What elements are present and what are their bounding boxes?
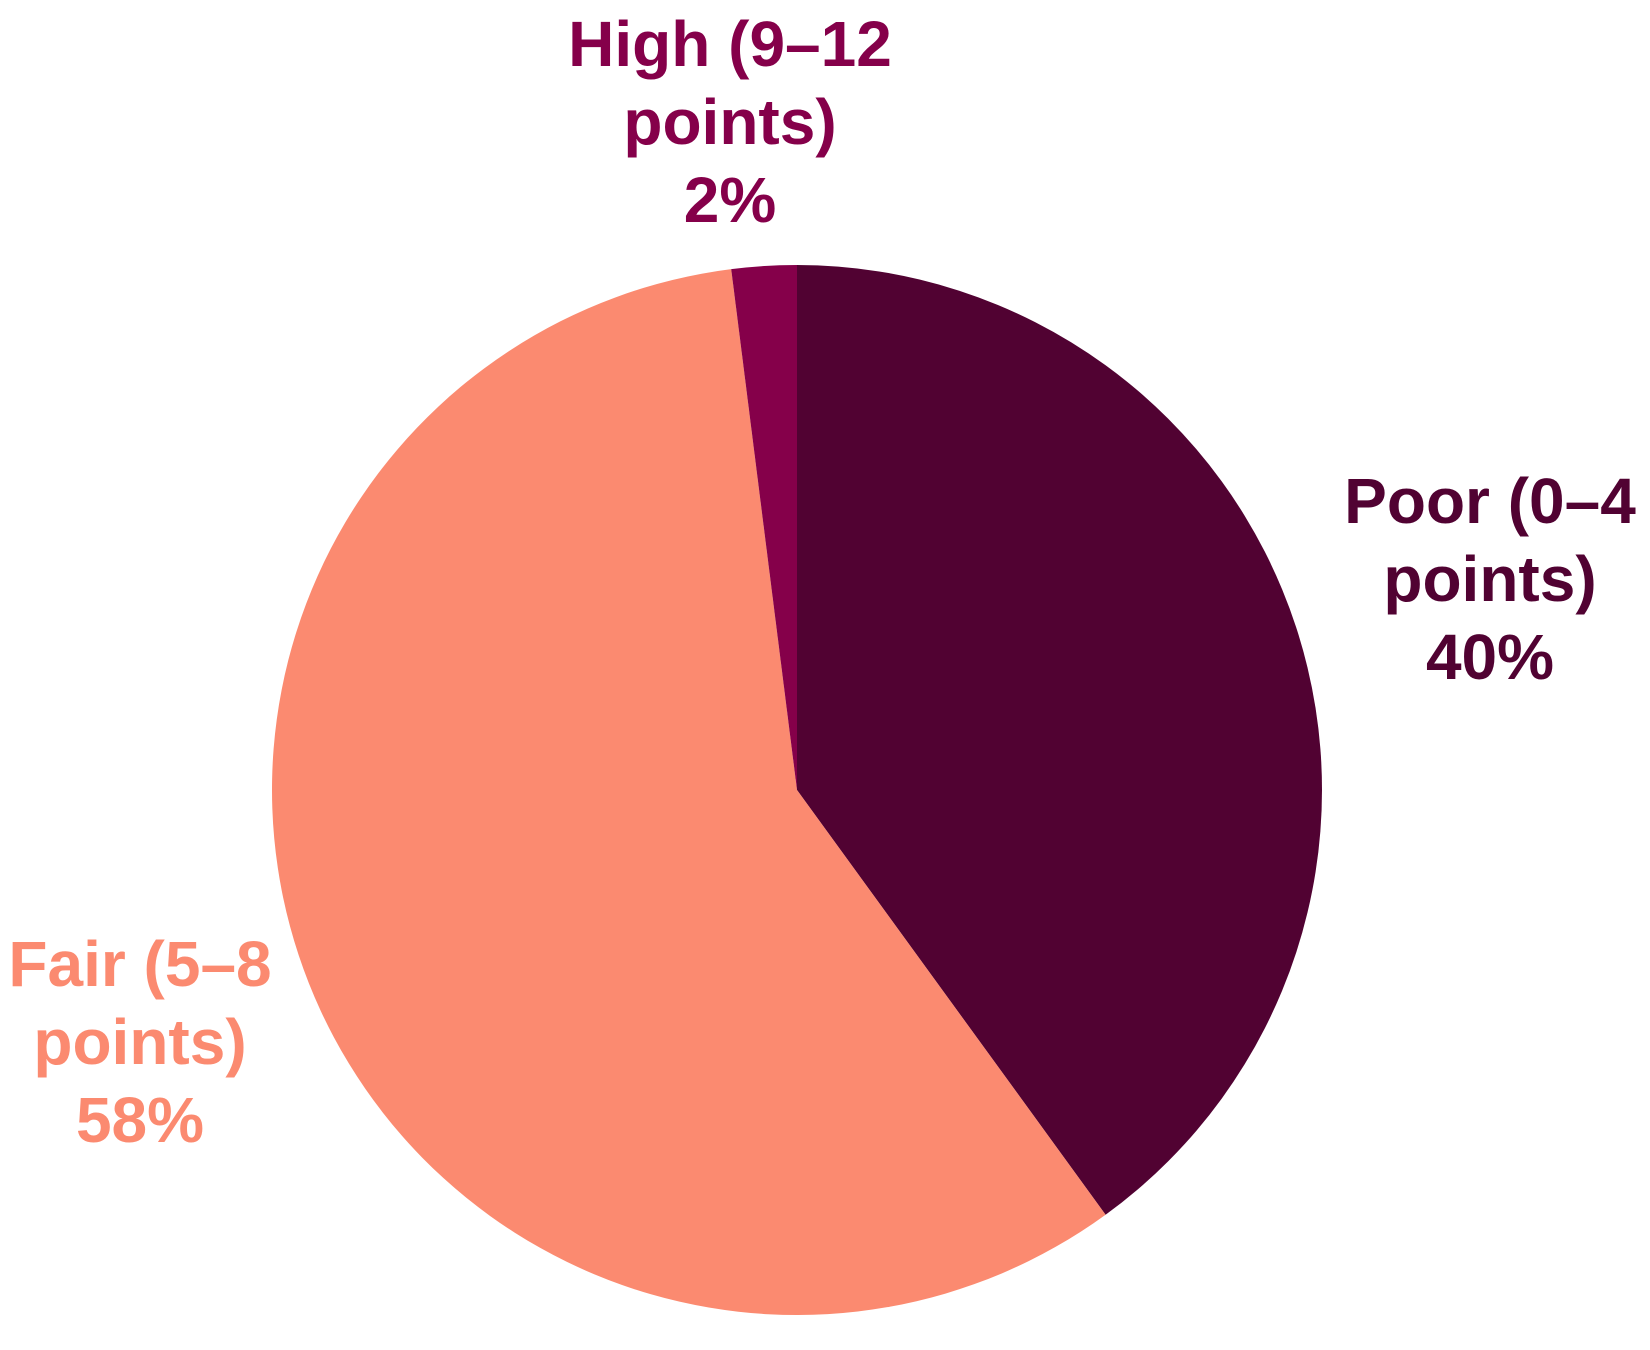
slice-label-poor: Poor (0–4 points) 40% bbox=[1340, 462, 1640, 696]
slice-label-high: High (9–12 points) 2% bbox=[560, 5, 900, 239]
slice-label-poor-value: 40% bbox=[1425, 621, 1555, 693]
pie-slice-poor bbox=[797, 265, 1322, 1215]
slice-label-fair-name-line2: points) bbox=[33, 1006, 247, 1078]
pie-slices bbox=[272, 265, 1322, 1315]
slice-label-poor-name-line1: Poor (0–4 bbox=[1344, 465, 1636, 537]
pie-slice-high bbox=[731, 265, 797, 790]
slice-label-fair-value: 58% bbox=[75, 1084, 205, 1156]
slice-label-fair: Fair (5–8 points) 58% bbox=[0, 925, 280, 1159]
slice-label-high-value: 2% bbox=[683, 164, 777, 236]
slice-label-fair-name-line1: Fair (5–8 bbox=[8, 928, 272, 1000]
slice-label-poor-name-line2: points) bbox=[1383, 543, 1597, 615]
slice-label-high-name-line1: High (9–12 bbox=[568, 8, 892, 80]
pie-slice-fair bbox=[272, 269, 1106, 1315]
slice-label-high-name-line2: points) bbox=[623, 86, 837, 158]
